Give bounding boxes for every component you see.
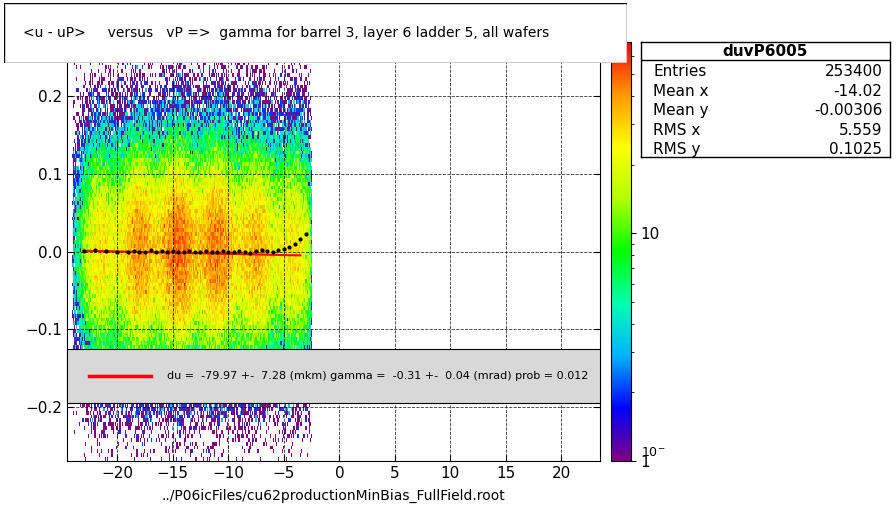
Text: 253400: 253400	[824, 64, 883, 80]
Text: Entries: Entries	[653, 64, 706, 80]
Text: -0.00306: -0.00306	[814, 103, 883, 118]
Text: -14.02: -14.02	[833, 84, 883, 99]
Text: duvP6005: duvP6005	[722, 43, 808, 59]
Text: Mean x: Mean x	[653, 84, 709, 99]
Text: $10^{-}$: $10^{-}$	[641, 445, 665, 458]
Text: du =  -79.97 +-  7.28 (mkm) gamma =  -0.31 +-  0.04 (mrad) prob = 0.012: du = -79.97 +- 7.28 (mkm) gamma = -0.31 …	[168, 370, 589, 381]
Text: RMS x: RMS x	[653, 123, 701, 138]
Bar	[67, 348, 600, 403]
Text: <u - uP>     versus   vP =>  gamma for barrel 3, layer 6 ladder 5, all wafers: <u - uP> versus vP => gamma for barrel 3…	[23, 26, 549, 40]
Text: Mean y: Mean y	[653, 103, 709, 118]
Text: RMS y: RMS y	[653, 142, 701, 157]
X-axis label: ../P06icFiles/cu62productionMinBias_FullField.root: ../P06icFiles/cu62productionMinBias_Full…	[162, 489, 505, 504]
Text: 5.559: 5.559	[839, 123, 883, 138]
Text: 0.1025: 0.1025	[830, 142, 883, 157]
